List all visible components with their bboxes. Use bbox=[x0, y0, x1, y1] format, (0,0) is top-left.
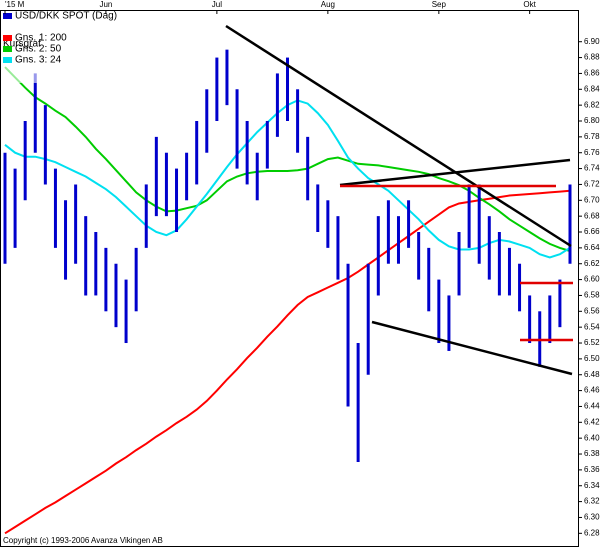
y-tick-label: 6.56 bbox=[584, 306, 600, 315]
y-tick-label: 6.76 bbox=[584, 148, 600, 157]
trendline bbox=[371, 320, 573, 376]
y-tick-label: 6.62 bbox=[584, 259, 600, 268]
legend-label: USD/DKK SPOT (Dag) bbox=[15, 11, 117, 22]
legend-subtitle: Kursgraf bbox=[3, 39, 41, 50]
y-tick-label: 6.88 bbox=[584, 53, 600, 62]
y-tick-label: 6.86 bbox=[584, 69, 600, 78]
x-tick-label: Aug bbox=[321, 0, 335, 9]
x-tick-label: '15 M bbox=[5, 0, 25, 9]
trendlines bbox=[225, 24, 573, 376]
y-tick-label: 6.32 bbox=[584, 497, 600, 506]
moving-average-line bbox=[4, 189, 571, 535]
legend-label: Gns. 2: 50 bbox=[15, 44, 62, 55]
y-tick-label: 6.82 bbox=[584, 100, 600, 109]
y-tick-label: 6.38 bbox=[584, 449, 600, 458]
legend-label: Gns. 3: 24 bbox=[15, 55, 62, 66]
y-tick-label: 6.70 bbox=[584, 195, 600, 204]
y-tick-label: 6.42 bbox=[584, 417, 600, 426]
y-tick-label: 6.30 bbox=[584, 513, 600, 522]
y-tick-label: 6.64 bbox=[584, 243, 600, 252]
y-tick-label: 6.44 bbox=[584, 402, 600, 411]
legend-swatch bbox=[3, 57, 12, 63]
legend-box bbox=[1, 11, 93, 83]
y-tick-label: 6.80 bbox=[584, 116, 600, 125]
copyright: Copyright (c) 1993-2006 Avanza Vikingen … bbox=[3, 536, 163, 545]
y-tick-label: 6.48 bbox=[584, 370, 600, 379]
x-tick-label: Jul bbox=[212, 0, 222, 9]
y-tick-label: 6.84 bbox=[584, 84, 600, 93]
y-tick-label: 6.36 bbox=[584, 465, 600, 474]
y-tick-label: 6.28 bbox=[584, 528, 600, 537]
y-tick-label: 6.60 bbox=[584, 275, 600, 284]
x-tick-label: Sep bbox=[432, 0, 447, 9]
legend-label: Gns. 1: 200 bbox=[15, 33, 67, 44]
legend-swatch bbox=[3, 46, 12, 52]
legend-swatch bbox=[3, 35, 12, 41]
y-tick-label: 6.40 bbox=[584, 433, 600, 442]
y-tick-label: 6.74 bbox=[584, 164, 600, 173]
x-tick-label: Okt bbox=[523, 0, 536, 9]
y-tick-label: 6.66 bbox=[584, 227, 600, 236]
moving-average-line bbox=[4, 66, 571, 252]
legend: Kursgraf USD/DKK SPOT (Dag)Gns. 1: 200Gn… bbox=[1, 11, 117, 83]
y-tick-label: 6.68 bbox=[584, 211, 600, 220]
legend-swatch bbox=[3, 13, 12, 19]
y-tick-label: 6.58 bbox=[584, 291, 600, 300]
y-tick-label: 6.46 bbox=[584, 386, 600, 395]
trendline bbox=[339, 158, 571, 187]
y-tick-label: 6.52 bbox=[584, 338, 600, 347]
y-tick-label: 6.54 bbox=[584, 322, 600, 331]
y-tick-label: 6.34 bbox=[584, 481, 600, 490]
trendline bbox=[225, 24, 572, 248]
y-tick-label: 6.78 bbox=[584, 132, 600, 141]
x-tick-label: Jun bbox=[99, 0, 112, 9]
y-tick-label: 6.72 bbox=[584, 180, 600, 189]
y-tick-label: 6.50 bbox=[584, 354, 600, 363]
y-tick-label: 6.90 bbox=[584, 37, 600, 46]
plot-area bbox=[3, 49, 572, 535]
